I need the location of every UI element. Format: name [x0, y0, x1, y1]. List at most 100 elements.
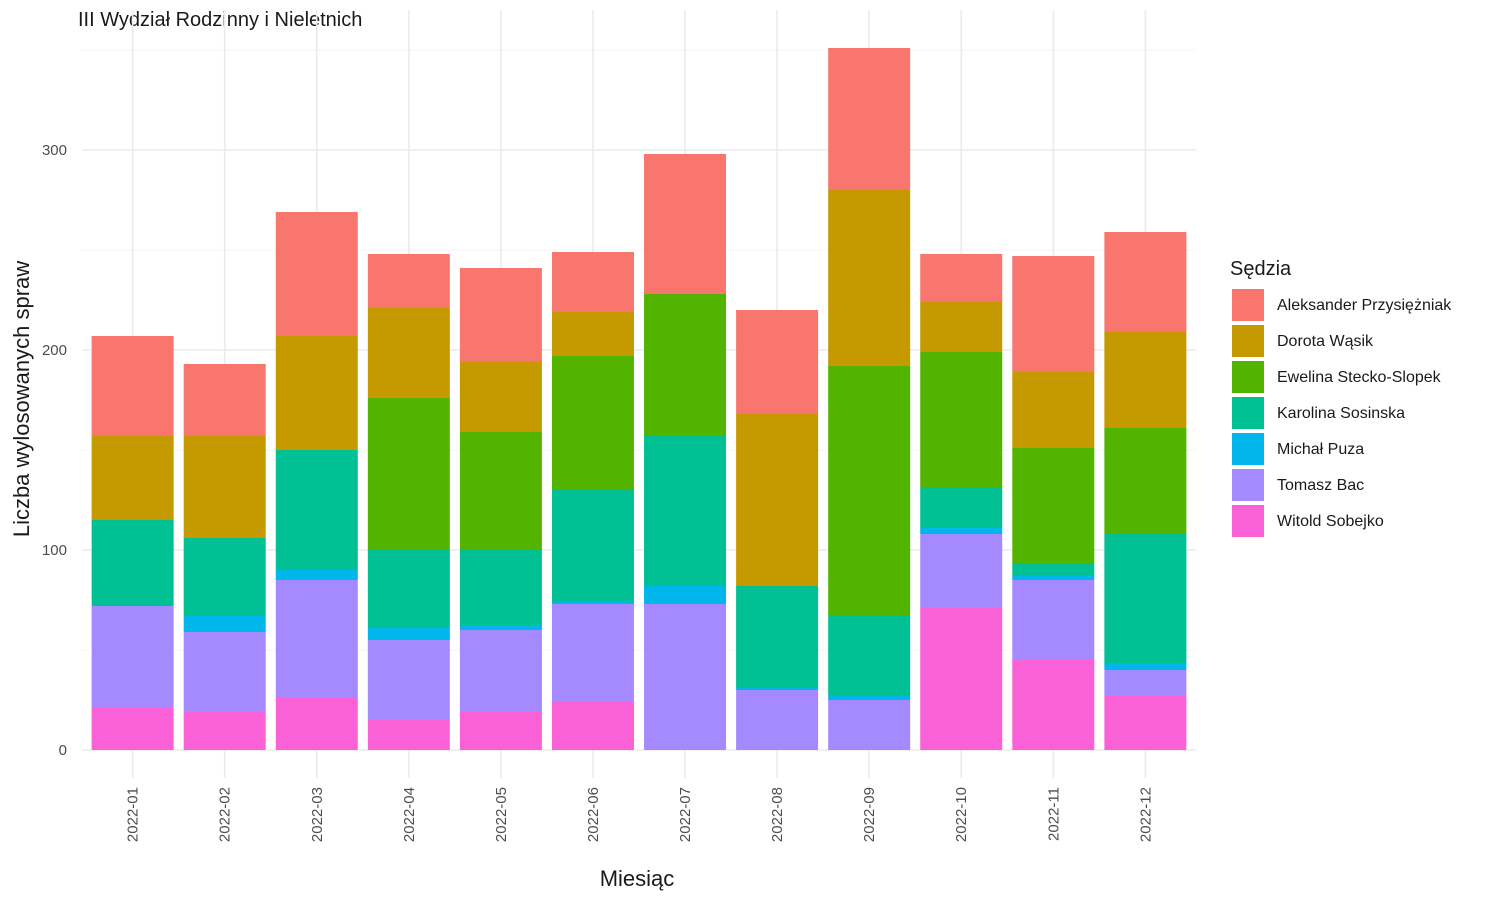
bar-segment — [367, 640, 450, 720]
chart-title: III Wydział Rodzinny i Nieletnich — [78, 9, 362, 31]
bar-segment — [275, 212, 358, 336]
bar-segment — [91, 606, 174, 708]
bar-segment — [920, 488, 1003, 528]
bar-segment — [183, 616, 266, 632]
bar-segment — [736, 688, 819, 690]
bar-segment — [1012, 576, 1095, 580]
bar-segment — [459, 626, 542, 630]
legend-swatch — [1232, 469, 1264, 501]
bar-segment — [920, 254, 1003, 302]
legend-label: Michał Puza — [1277, 441, 1364, 458]
bar-segment — [736, 310, 819, 414]
x-tick-label: 2022-12 — [1137, 787, 1154, 842]
bar-segment — [1012, 256, 1095, 372]
bar-segment — [459, 432, 542, 550]
bar-segment — [1104, 534, 1187, 664]
bar-segment — [920, 608, 1003, 750]
bar-segment — [459, 712, 542, 750]
bar-segment — [920, 528, 1003, 534]
bar-segment — [183, 632, 266, 712]
x-tick-label: 2022-06 — [585, 787, 602, 842]
x-tick-label: 2022-05 — [493, 787, 510, 842]
bar-segment — [183, 364, 266, 436]
x-axis-title: Miesiąc — [600, 866, 675, 891]
bar-segment — [1104, 696, 1187, 750]
x-tick-label: 2022-08 — [769, 787, 786, 842]
legend-swatch — [1232, 361, 1264, 393]
bar-segment — [644, 436, 727, 586]
bar-segment — [736, 690, 819, 750]
bar-segment — [551, 312, 634, 356]
bar-segment — [275, 450, 358, 570]
y-tick-label: 200 — [42, 342, 67, 359]
bar-segment — [920, 302, 1003, 352]
bar-segment — [91, 336, 174, 436]
bar-segment — [183, 712, 266, 750]
y-tick-label: 300 — [42, 142, 67, 159]
x-tick-label: 2022-09 — [861, 787, 878, 842]
bars — [91, 48, 1187, 750]
x-tick-label: 2022-01 — [125, 787, 142, 842]
legend-title: Sędzia — [1230, 258, 1292, 280]
legend-swatch — [1232, 289, 1264, 321]
bar-segment — [551, 702, 634, 750]
bar-segment — [920, 534, 1003, 608]
bar-segment — [367, 628, 450, 640]
legend-label: Witold Sobejko — [1277, 513, 1384, 530]
bar-segment — [644, 154, 727, 294]
bar-segment — [644, 604, 727, 750]
bar-segment — [91, 708, 174, 750]
bar-segment — [275, 580, 358, 698]
bar-segment — [1012, 580, 1095, 660]
bar-segment — [183, 538, 266, 616]
legend: Sędzia Aleksander Przysiężniak Dorota Wąs… — [1230, 258, 1452, 537]
legend-swatch — [1232, 397, 1264, 429]
bar-segment — [367, 550, 450, 628]
bar-segment — [1104, 670, 1187, 696]
bar-segment — [551, 490, 634, 602]
bar-segment — [459, 362, 542, 432]
bar-segment — [275, 336, 358, 450]
bar-segment — [1012, 564, 1095, 576]
y-tick-label: 0 — [59, 742, 67, 759]
bar-segment — [459, 268, 542, 362]
legend-label: Ewelina Stecko-Slopek — [1277, 369, 1442, 386]
legend-swatch — [1232, 325, 1264, 357]
x-axis-ticks: 2022-01 2022-02 2022-03 2022-04 2022-05 2022-… — [125, 787, 1155, 842]
bar-segment — [275, 570, 358, 580]
bar-segment — [459, 550, 542, 626]
bar-segment — [644, 586, 727, 604]
y-tick-label: 100 — [42, 542, 67, 559]
bar-segment — [828, 700, 911, 750]
bar-segment — [828, 366, 911, 616]
bar-segment — [1012, 448, 1095, 564]
bar-segment — [367, 398, 450, 550]
bar-segment — [736, 586, 819, 688]
bar-segment — [1012, 372, 1095, 448]
legend-label: Karolina Sosinska — [1277, 405, 1405, 422]
legend-label: Tomasz Bac — [1277, 477, 1364, 494]
bar-segment — [275, 698, 358, 750]
x-tick-label: 2022-03 — [309, 787, 326, 842]
bar-segment — [828, 190, 911, 366]
x-tick-label: 2022-02 — [217, 787, 234, 842]
bar-segment — [1104, 332, 1187, 428]
bar-segment — [828, 696, 911, 700]
bar-segment — [367, 308, 450, 398]
y-axis-title: Liczba wylosowanych spraw — [9, 261, 34, 537]
y-axis-ticks: 0 100 200 300 — [42, 142, 67, 759]
x-tick-label: 2022-04 — [401, 787, 418, 842]
bar-segment — [828, 48, 911, 190]
bar-segment — [551, 602, 634, 604]
legend-label: Dorota Wąsik — [1277, 333, 1374, 350]
bar-segment — [736, 414, 819, 586]
bar-segment — [1104, 664, 1187, 670]
bar-segment — [644, 294, 727, 436]
bar-segment — [920, 352, 1003, 488]
bar-segment — [367, 254, 450, 308]
x-tick-label: 2022-11 — [1045, 787, 1062, 841]
bar-segment — [91, 520, 174, 606]
bar-segment — [828, 616, 911, 696]
bar-segment — [1104, 428, 1187, 534]
